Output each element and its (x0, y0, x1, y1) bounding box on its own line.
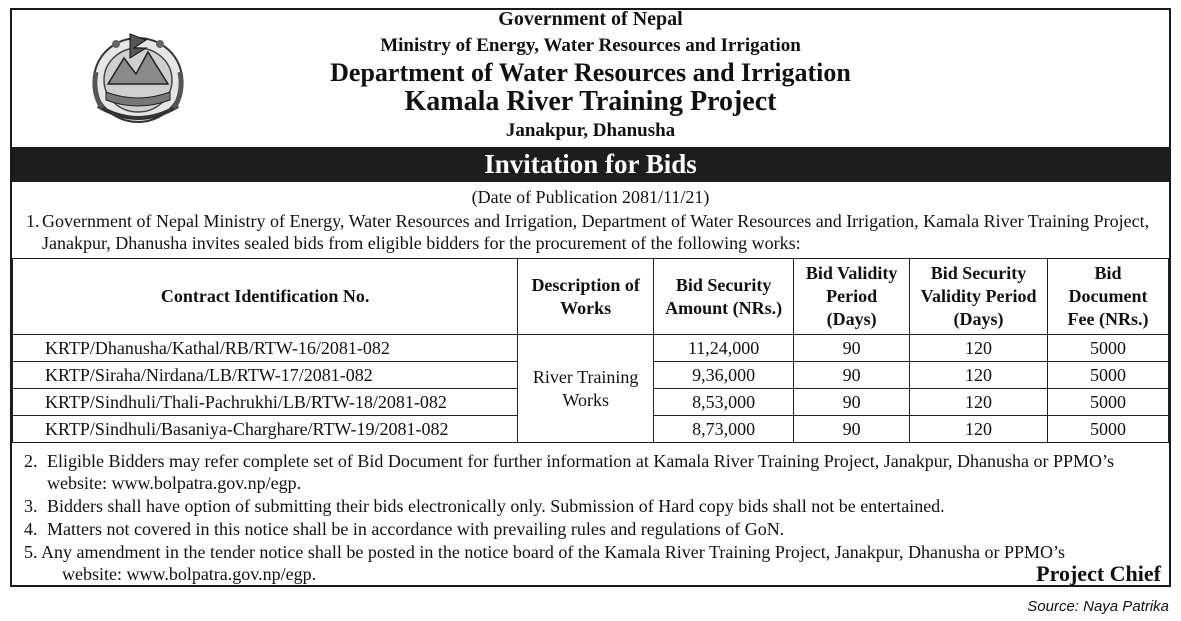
header-document-fee-text: Bid Document Fee (NRs.) (1067, 263, 1149, 329)
table-row: KRTP/Dhanusha/Kathal/RB/RTW-16/2081-082 … (11, 334, 1169, 443)
bid-security-cell: 8,73,000 (653, 415, 795, 443)
document-fee-cell: 5000 (1047, 361, 1169, 389)
table-row: KRTP/Sindhuli/Thali-Pachrukhi/LB/RTW-18/… (11, 388, 1169, 416)
header-bid-security: Bid Security Amount (NRs.) (653, 258, 795, 335)
note-text-continued: website: www.bolpatra.gov.np/egp. (62, 564, 317, 584)
document-fee-cell: 5000 (1047, 415, 1169, 443)
header-document-fee: Bid Document Fee (NRs.) (1047, 258, 1169, 335)
description-text: River Training Works (532, 366, 639, 410)
note-text: Bidders shall have option of submitting … (47, 496, 945, 516)
ministry-title: Ministry of Energy, Water Resources and … (380, 35, 801, 56)
department-title: Department of Water Resources and Irriga… (330, 58, 851, 87)
contract-id-cell: KRTP/Sindhuli/Basaniya-Charghare/RTW-19/… (11, 415, 519, 443)
header-security-validity-text: Bid Security Validity Period (Days) (920, 263, 1037, 329)
signature-title: Project Chief (1036, 561, 1161, 586)
contract-id-cell: KRTP/Siraha/Nirdana/LB/RTW-17/2081-082 (11, 361, 519, 389)
note-item: 5. Any amendment in the tender notice sh… (24, 541, 1169, 585)
bid-validity-cell: 90 (793, 334, 911, 362)
note-text: Eligible Bidders may refer complete set … (47, 451, 1115, 493)
notice-header: Government of Nepal Ministry of Energy, … (0, 0, 1181, 141)
note-item: 3. Bidders shall have option of submitti… (24, 495, 1169, 517)
publication-date: (Date of Publication 2081/11/21) (471, 187, 710, 207)
note-number: 3. (24, 496, 38, 516)
bid-security-cell: 8,53,000 (653, 388, 795, 416)
note-text: Matters not covered in this notice shall… (47, 519, 785, 539)
bid-security-cell: 9,36,000 (653, 361, 795, 389)
notice-title-band: Invitation for Bids (12, 147, 1169, 182)
note-item: 4. Matters not covered in this notice sh… (24, 518, 1169, 540)
contract-id-cell: KRTP/Sindhuli/Thali-Pachrukhi/LB/RTW-18/… (11, 388, 519, 416)
bid-validity-cell: 90 (793, 388, 911, 416)
security-validity-cell: 120 (909, 334, 1049, 362)
location-title: Janakpur, Dhanusha (505, 120, 676, 141)
security-validity-cell: 120 (909, 415, 1049, 443)
note-number: 5. (24, 542, 38, 562)
header-bid-validity-text: Bid Validity Period (Days) (805, 263, 898, 329)
note-item: 2. Eligible Bidders may refer complete s… (24, 450, 1169, 494)
note-number: 4. (24, 519, 38, 539)
table-row: KRTP/Sindhuli/Basaniya-Charghare/RTW-19/… (11, 415, 1169, 443)
security-validity-cell: 120 (909, 388, 1049, 416)
bids-table: Contract Identification No. Description … (11, 258, 1169, 443)
header-description: Description of Works (517, 258, 655, 335)
note-number: 2. (24, 451, 38, 471)
document-fee-cell: 5000 (1047, 334, 1169, 362)
project-title: Kamala River Training Project (404, 86, 777, 117)
header-security-validity: Bid Security Validity Period (Days) (909, 258, 1049, 335)
note-text: Any amendment in the tender notice shall… (41, 542, 1066, 562)
header-bid-validity: Bid Validity Period (Days) (793, 258, 911, 335)
bid-validity-cell: 90 (793, 361, 911, 389)
bid-validity-cell: 90 (793, 415, 911, 443)
bid-security-cell: 11,24,000 (653, 334, 795, 362)
source-credit: Source: Naya Patrika (1027, 598, 1169, 615)
header-contract-id: Contract Identification No. (11, 258, 519, 335)
intro-text: Government of Nepal Ministry of Energy, … (42, 211, 1150, 253)
notice-border (10, 8, 1171, 587)
intro-paragraph: 1. Government of Nepal Ministry of Energ… (26, 210, 1166, 254)
intro-number: 1. (26, 211, 40, 231)
gov-title: Government of Nepal (498, 8, 683, 30)
header-bid-security-text: Bid Security Amount (NRs.) (665, 274, 783, 318)
document-fee-cell: 5000 (1047, 388, 1169, 416)
nepal-emblem-icon (92, 33, 184, 123)
description-cell: River Training Works (517, 334, 655, 443)
contract-id-cell: KRTP/Dhanusha/Kathal/RB/RTW-16/2081-082 (11, 334, 519, 362)
header-description-text: Description of Works (531, 274, 640, 318)
security-validity-cell: 120 (909, 361, 1049, 389)
